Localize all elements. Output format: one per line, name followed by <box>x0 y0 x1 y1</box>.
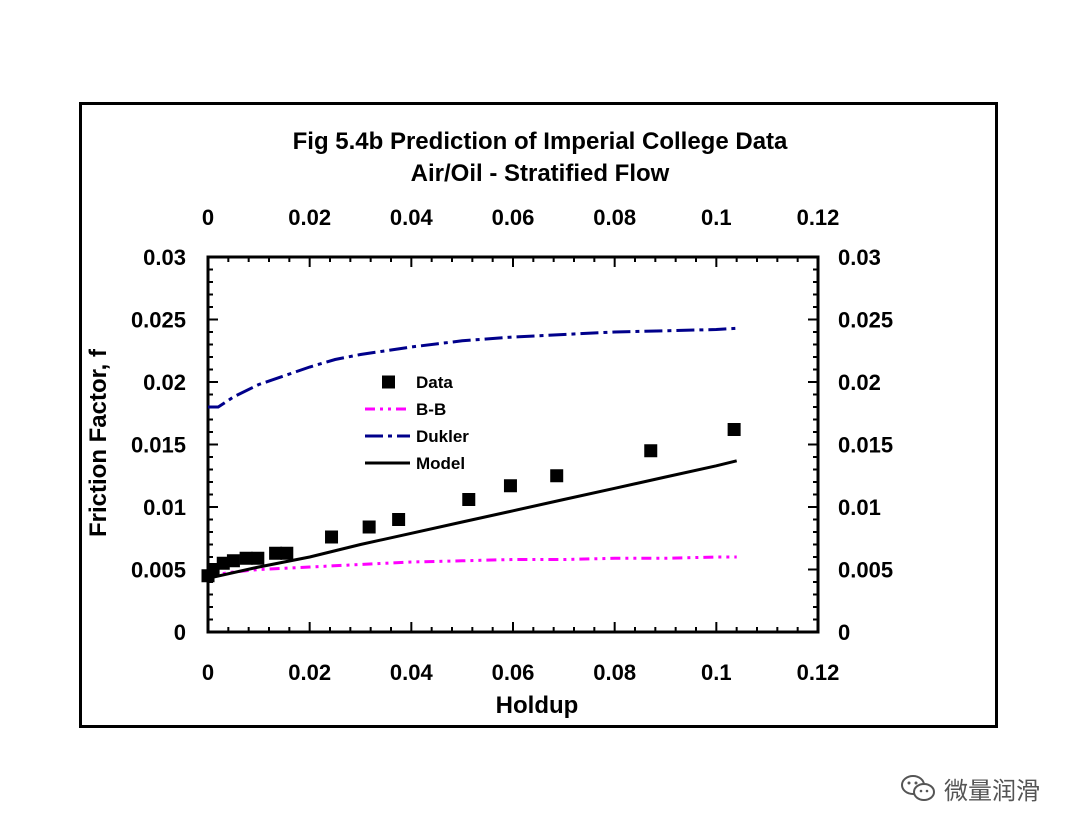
data-point <box>251 551 265 565</box>
y-tick-label-left: 0.01 <box>143 495 186 520</box>
chart-title-line-2: Air/Oil - Stratified Flow <box>410 160 670 187</box>
x-tick-label-top: 0.08 <box>593 205 636 230</box>
y-tick-label-left: 0.025 <box>131 308 186 333</box>
y-tick-label-left: 0.03 <box>143 245 186 270</box>
y-tick-label-right: 0.02 <box>838 370 881 395</box>
x-tick-label-top: 0.1 <box>701 205 732 230</box>
data-point <box>226 554 240 568</box>
data-point <box>550 469 564 483</box>
series-line-dukler <box>208 326 737 409</box>
y-tick-label-left: 0.02 <box>143 370 186 395</box>
x-tick-label-top: 0.06 <box>492 205 535 230</box>
chat-bubbles-icon <box>901 775 935 801</box>
data-point <box>239 551 253 565</box>
legend-label: Dukler <box>416 427 469 446</box>
y-tick-label-right: 0.005 <box>838 558 893 583</box>
y-tick-label-right: 0.025 <box>838 308 893 333</box>
x-tick-label-bottom: 0.06 <box>492 660 535 685</box>
legend-marker <box>382 375 395 389</box>
x-tick-label-top: 0.04 <box>390 205 434 230</box>
y-tick-label-left: 0.005 <box>131 558 186 583</box>
legend-label: B-B <box>416 400 446 419</box>
y-tick-label-right: 0.015 <box>838 433 893 458</box>
data-point <box>392 513 406 526</box>
y-tick-label-left: 0.015 <box>131 433 186 458</box>
legend-label: Data <box>416 373 453 392</box>
watermark: 微量润滑 <box>900 768 1040 808</box>
series-line-b-b <box>207 555 737 578</box>
data-point <box>325 530 339 544</box>
chart-title-line-1: Fig 5.4b Prediction of Imperial College … <box>292 128 788 155</box>
x-tick-label-top: 0.12 <box>797 205 840 230</box>
x-tick-label-bottom: 0.08 <box>593 660 636 685</box>
data-point <box>644 444 658 458</box>
x-axis-label: Holdup <box>495 692 579 719</box>
data-point <box>216 556 230 570</box>
x-tick-label-bottom: 0.04 <box>390 660 434 685</box>
data-point <box>727 423 741 436</box>
data-point <box>280 546 294 560</box>
y-axis-label: Friction Factor, f <box>85 349 112 538</box>
data-point <box>462 493 476 506</box>
data-point <box>269 546 283 560</box>
y-tick-label-right: 0.03 <box>838 245 881 270</box>
x-tick-label-bottom: 0.12 <box>797 660 840 685</box>
series-line-model <box>207 459 738 580</box>
y-tick-label-right: 0 <box>838 620 850 645</box>
x-tick-label-top: 0.02 <box>288 205 331 230</box>
x-tick-label-bottom: 0 <box>202 660 214 685</box>
y-tick-label-right: 0.01 <box>838 495 881 520</box>
x-tick-label-bottom: 0.1 <box>701 660 732 685</box>
watermark-text: 微量润滑 <box>944 777 1040 805</box>
legend-label: Model <box>416 454 465 473</box>
data-point <box>206 563 220 576</box>
x-tick-label-bottom: 0.02 <box>288 660 331 685</box>
x-tick-label-top: 0 <box>202 205 214 230</box>
data-point <box>503 479 517 493</box>
data-point <box>362 520 376 534</box>
plot-area <box>206 255 820 634</box>
y-tick-label-left: 0 <box>174 620 186 645</box>
chart-frame <box>79 102 998 728</box>
